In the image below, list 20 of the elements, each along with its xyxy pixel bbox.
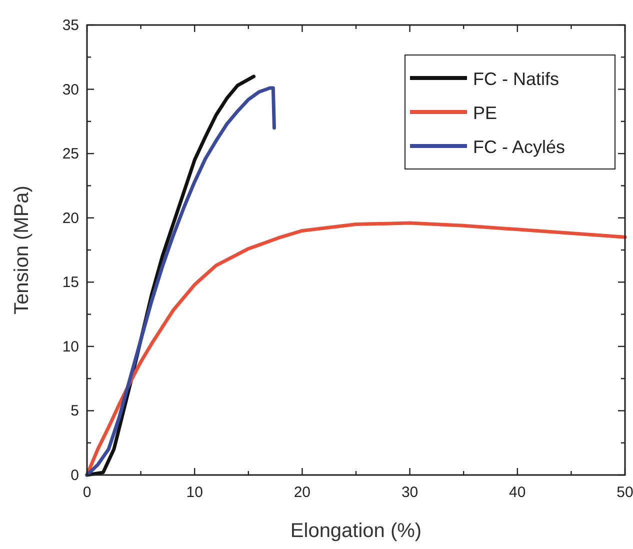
y-tick-label: 5 <box>70 402 79 420</box>
x-tick-label: 50 <box>616 484 633 501</box>
x-tick-label: 20 <box>294 484 311 501</box>
x-tick-label: 40 <box>509 484 526 501</box>
y-tick-label: 20 <box>62 210 79 227</box>
x-tick-label: 10 <box>186 484 203 501</box>
legend-label: FC - Natifs <box>473 69 560 89</box>
x-axis-title: Elongation (%) <box>290 520 422 542</box>
x-tick-label: 0 <box>82 484 92 501</box>
legend-label: FC - Acylés <box>473 137 566 157</box>
x-tick-label: 30 <box>401 484 418 501</box>
y-tick-label: 35 <box>62 17 79 34</box>
line-series <box>85 221 627 477</box>
y-tick-label: 30 <box>62 81 79 98</box>
y-tick-label: 25 <box>62 146 79 163</box>
legend-label: PE <box>473 103 498 123</box>
y-tick-label: 10 <box>62 338 79 356</box>
y-axis-title: Tension (MPa) <box>11 186 33 314</box>
y-tick-label: 0 <box>70 467 79 484</box>
y-tick-label: 15 <box>62 274 79 292</box>
